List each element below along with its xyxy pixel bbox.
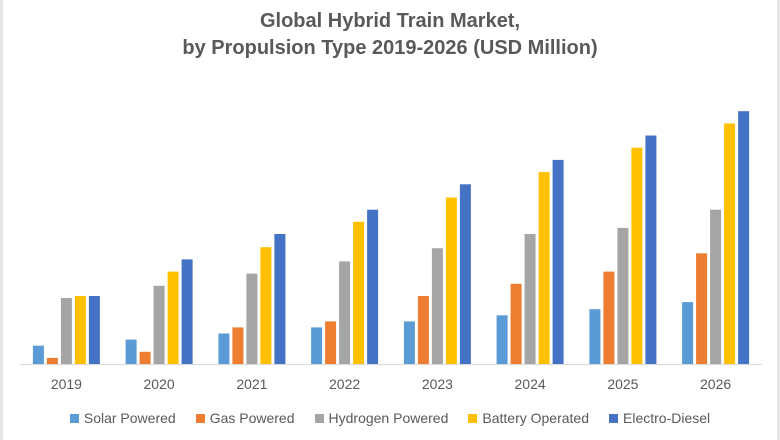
bar-gas-powered-2020 (139, 351, 151, 364)
bar-solar-powered-2025 (589, 309, 601, 364)
legend-label: Gas Powered (209, 410, 295, 426)
legend-item-hydrogen-powered: Hydrogen Powered (314, 410, 449, 426)
x-tick-label: 2026 (700, 376, 731, 392)
x-tick-label: 2025 (607, 376, 638, 392)
x-tick-label: 2023 (422, 376, 453, 392)
x-tick-label: 2019 (51, 376, 82, 392)
bar-battery-operated-2022 (353, 221, 365, 364)
bar-hydrogen-powered-2019 (60, 298, 72, 364)
legend-label: Electro-Diesel (623, 410, 711, 426)
bar-solar-powered-2026 (682, 302, 694, 364)
bar-hydrogen-powered-2020 (153, 285, 165, 364)
bar-gas-powered-2024 (510, 283, 522, 364)
bar-electro-diesel-2024 (552, 159, 564, 364)
bar-battery-operated-2020 (167, 271, 179, 364)
bar-solar-powered-2020 (125, 339, 137, 364)
chart-title-line1: Global Hybrid Train Market, (259, 10, 521, 32)
bar-electro-diesel-2020 (181, 259, 193, 364)
legend-label: Solar Powered (83, 410, 176, 426)
bar-battery-operated-2021 (260, 247, 272, 364)
bar-electro-diesel-2021 (274, 234, 286, 364)
legend-item-solar-powered: Solar Powered (69, 410, 176, 426)
bar-hydrogen-powered-2024 (524, 234, 536, 364)
x-tick-label: 2022 (329, 376, 360, 392)
bar-gas-powered-2025 (603, 271, 615, 364)
bar-gas-powered-2019 (46, 357, 58, 364)
bar-hydrogen-powered-2021 (246, 273, 258, 364)
legend-swatch (609, 413, 618, 423)
bar-solar-powered-2022 (311, 327, 323, 364)
chart-legend: Solar Powered Gas Powered Hydrogen Powered… (0, 410, 780, 426)
bar-solar-powered-2023 (403, 321, 415, 364)
legend-item-electro-diesel: Electro-Diesel (609, 410, 710, 426)
bar-hydrogen-powered-2025 (617, 227, 629, 364)
legend-swatch (314, 413, 324, 423)
bar-battery-operated-2023 (445, 197, 457, 364)
bar-battery-operated-2019 (74, 296, 86, 364)
bar-gas-powered-2021 (232, 327, 244, 364)
x-tick-label: 2021 (236, 376, 267, 392)
bar-battery-operated-2026 (724, 123, 736, 365)
legend-swatch (468, 413, 478, 423)
bar-gas-powered-2023 (417, 296, 429, 364)
bar-battery-operated-2024 (538, 172, 550, 364)
x-tick-label: 2024 (515, 376, 546, 392)
bar-hydrogen-powered-2022 (339, 261, 351, 364)
bar-solar-powered-2024 (496, 315, 508, 364)
bar-gas-powered-2022 (325, 321, 337, 364)
bar-electro-diesel-2019 (88, 296, 100, 364)
bar-battery-operated-2025 (631, 147, 643, 364)
bar-hydrogen-powered-2023 (431, 248, 443, 364)
chart-subtitle: by Propulsion Type 2019-2026 (USD Millio… (182, 37, 598, 59)
bar-gas-powered-2026 (696, 253, 708, 364)
bar-electro-diesel-2022 (367, 209, 379, 364)
legend-label: Battery Operated (482, 410, 589, 426)
bar-electro-diesel-2025 (645, 135, 657, 364)
x-tick-label: 2020 (144, 376, 175, 392)
legend-swatch (195, 413, 205, 423)
legend-item-battery-operated: Battery Operated (468, 410, 589, 426)
bar-hydrogen-powered-2026 (710, 209, 722, 364)
bar-solar-powered-2019 (32, 345, 44, 364)
bar-electro-diesel-2026 (738, 111, 750, 364)
legend-swatch (69, 413, 79, 423)
legend-item-gas-powered: Gas Powered (195, 410, 295, 426)
legend-label: Hydrogen Powered (328, 410, 449, 426)
bar-electro-diesel-2023 (459, 184, 471, 364)
bar-solar-powered-2021 (218, 333, 230, 364)
chart-title: Global Hybrid Train Market, by Propulsio… (0, 8, 780, 62)
